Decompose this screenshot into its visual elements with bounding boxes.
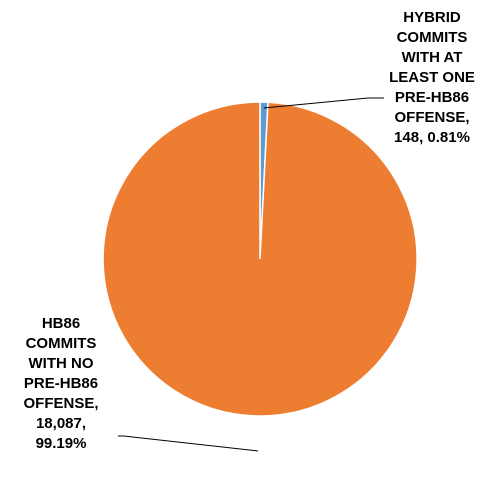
label-line: 148, 0.81%	[394, 129, 470, 146]
label-line: 99.19%	[35, 435, 87, 452]
label-line: PRE-HB86	[394, 89, 470, 106]
label-line: PRE-HB86	[23, 375, 99, 392]
leader-line-hybrid	[263, 97, 384, 109]
label-line: WITH AT	[401, 49, 463, 66]
leader-line-hb86	[118, 435, 259, 452]
data-label-hybrid-commits: HYBRID COMMITS WITH AT LEAST ONE PRE-HB8…	[372, 8, 491, 148]
pie-slice-hb86-commits	[102, 101, 418, 417]
label-line: HYBRID	[403, 9, 461, 26]
label-line: LEAST ONE	[389, 69, 475, 86]
label-line: HB86	[41, 315, 81, 332]
data-label-hb86-commits: HB86 COMMITS WITH NO PRE-HB86 OFFENSE, 1…	[0, 314, 122, 454]
label-line: OFFENSE,	[23, 395, 99, 412]
label-line: COMMITS	[396, 29, 468, 46]
label-line: OFFENSE,	[394, 109, 470, 126]
label-line: COMMITS	[25, 335, 97, 352]
label-line: WITH NO	[28, 355, 94, 372]
label-line: 18,087,	[35, 415, 87, 432]
